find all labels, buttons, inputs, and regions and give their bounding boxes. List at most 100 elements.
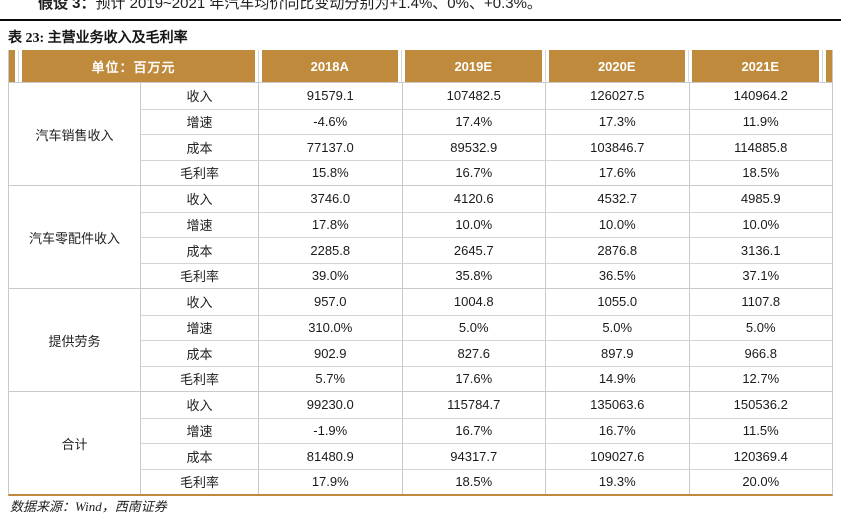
- value-cell: 5.7%: [258, 365, 402, 391]
- year-header-2020e: 2020E: [597, 58, 636, 74]
- assumption-label: 假设 3：: [38, 0, 96, 12]
- value-cell: 81480.9: [258, 443, 402, 469]
- metric-cell: 增速: [140, 417, 258, 443]
- category-cell: 汽车销售收入: [35, 127, 114, 143]
- metric-cell: 毛利率: [140, 468, 258, 494]
- table-group: 提供劳务 收入 957.0 1004.8 1055.0 1107.8 增速 310.0% 5.0…: [9, 288, 832, 391]
- table-body: 汽车销售收入 收入 91579.1 107482.5 126027.5 140964.2 增…: [9, 82, 832, 494]
- unit-header-cell: 单位：百万元: [91, 59, 176, 75]
- metric-cell: 收入: [140, 392, 258, 418]
- value-cell: 4532.7: [545, 186, 689, 212]
- metric-cell: 增速: [140, 108, 258, 134]
- value-cell: 4120.6: [401, 186, 546, 212]
- value-cell: 3746.0: [258, 186, 402, 212]
- metric-cell: 成本: [140, 443, 258, 469]
- section-divider-rule: [0, 19, 841, 21]
- metric-cell: 成本: [140, 237, 258, 263]
- value-cell: 10.0%: [688, 211, 832, 237]
- metric-cell: 增速: [140, 211, 258, 237]
- value-cell: 4985.9: [688, 186, 833, 212]
- metric-cell: 成本: [140, 134, 258, 160]
- year-header-2019e: 2019E: [454, 58, 493, 74]
- value-cell: 17.9%: [258, 468, 402, 494]
- metric-cell: 毛利率: [140, 262, 258, 288]
- metric-cell: 收入: [140, 289, 258, 315]
- assumption-line: 假设 3：预计 2019~2021 年汽车均价同比变动分别为+1.4%、0%、+…: [38, 0, 542, 13]
- metric-cell: 收入: [140, 186, 258, 212]
- metric-cell: 收入: [140, 83, 258, 109]
- main-table: 单位：百万元 2018A 2019E 2020E 2021E 汽车销售收入 收入 9…: [8, 50, 833, 496]
- category-cell: 提供劳务: [48, 333, 101, 349]
- value-cell: 827.6: [401, 340, 545, 366]
- value-cell: 140964.2: [688, 83, 833, 109]
- value-cell: 107482.5: [401, 83, 546, 109]
- value-cell: 15.8%: [258, 159, 402, 185]
- value-cell: 957.0: [258, 289, 402, 315]
- metric-cell: 毛利率: [140, 365, 258, 391]
- value-cell: 135063.6: [545, 392, 689, 418]
- value-cell: 16.7%: [545, 417, 689, 443]
- value-cell: 1055.0: [545, 289, 689, 315]
- header-separator: [255, 50, 262, 82]
- value-cell: 1004.8: [401, 289, 546, 315]
- value-cell: 17.4%: [401, 108, 545, 134]
- value-cell: 19.3%: [545, 468, 689, 494]
- table-title: 表 23: 主营业务收入及毛利率: [8, 31, 188, 46]
- value-cell: 94317.7: [401, 443, 545, 469]
- value-cell: 2285.8: [258, 237, 402, 263]
- value-cell: 35.8%: [401, 262, 545, 288]
- value-cell: 16.7%: [401, 417, 545, 443]
- value-cell: 11.9%: [688, 108, 832, 134]
- value-cell: 3136.1: [688, 237, 832, 263]
- table-group: 汽车零配件收入 收入 3746.0 4120.6 4532.7 4985.9 增速 17.8%…: [9, 185, 832, 288]
- value-cell: 20.0%: [688, 468, 832, 494]
- value-cell: 109027.6: [545, 443, 689, 469]
- value-cell: 12.7%: [688, 365, 832, 391]
- value-cell: 5.0%: [545, 314, 689, 340]
- table-header-row: 单位：百万元 2018A 2019E 2020E 2021E: [9, 50, 832, 82]
- value-cell: 2876.8: [545, 237, 689, 263]
- table-group: 合计 收入 99230.0 115784.7 135063.6 150536.2 增速 -1.…: [9, 391, 832, 494]
- value-cell: 10.0%: [545, 211, 689, 237]
- value-cell: 5.0%: [688, 314, 832, 340]
- source-note: 数据来源：Wind，西南证券: [10, 499, 167, 514]
- value-cell: 17.3%: [545, 108, 689, 134]
- value-cell: 17.6%: [545, 159, 689, 185]
- value-cell: 150536.2: [688, 392, 833, 418]
- value-cell: 897.9: [545, 340, 689, 366]
- value-cell: 36.5%: [545, 262, 689, 288]
- header-separator: [398, 50, 405, 82]
- value-cell: 103846.7: [545, 134, 689, 160]
- category-cell: 汽车零配件收入: [28, 230, 120, 246]
- metric-cell: 成本: [140, 340, 258, 366]
- value-cell: 14.9%: [545, 365, 689, 391]
- value-cell: 2645.7: [401, 237, 545, 263]
- metric-cell: 毛利率: [140, 159, 258, 185]
- value-cell: 1107.8: [688, 289, 833, 315]
- value-cell: 16.7%: [401, 159, 545, 185]
- year-header-2021e: 2021E: [741, 58, 780, 74]
- value-cell: 11.5%: [688, 417, 832, 443]
- value-cell: 77137.0: [258, 134, 402, 160]
- assumption-text: 预计 2019~2021 年汽车均价同比变动分别为+1.4%、0%、+0.3%。: [95, 0, 542, 12]
- value-cell: 18.5%: [688, 159, 832, 185]
- value-cell: 310.0%: [258, 314, 402, 340]
- value-cell: 10.0%: [401, 211, 545, 237]
- value-cell: 5.0%: [401, 314, 545, 340]
- header-separator: [15, 50, 22, 82]
- value-cell: 17.6%: [401, 365, 545, 391]
- value-cell: 120369.4: [688, 443, 832, 469]
- metric-cell: 增速: [140, 314, 258, 340]
- value-cell: 91579.1: [258, 83, 402, 109]
- value-cell: 114885.8: [688, 134, 832, 160]
- value-cell: 966.8: [688, 340, 832, 366]
- value-cell: 99230.0: [258, 392, 402, 418]
- header-separator: [542, 50, 549, 82]
- table-group: 汽车销售收入 收入 91579.1 107482.5 126027.5 140964.2 增…: [9, 82, 832, 185]
- header-separator: [685, 50, 692, 82]
- header-separator: [819, 50, 826, 82]
- year-header-2018a: 2018A: [310, 58, 349, 74]
- value-cell: 39.0%: [258, 262, 402, 288]
- value-cell: -1.9%: [258, 417, 402, 443]
